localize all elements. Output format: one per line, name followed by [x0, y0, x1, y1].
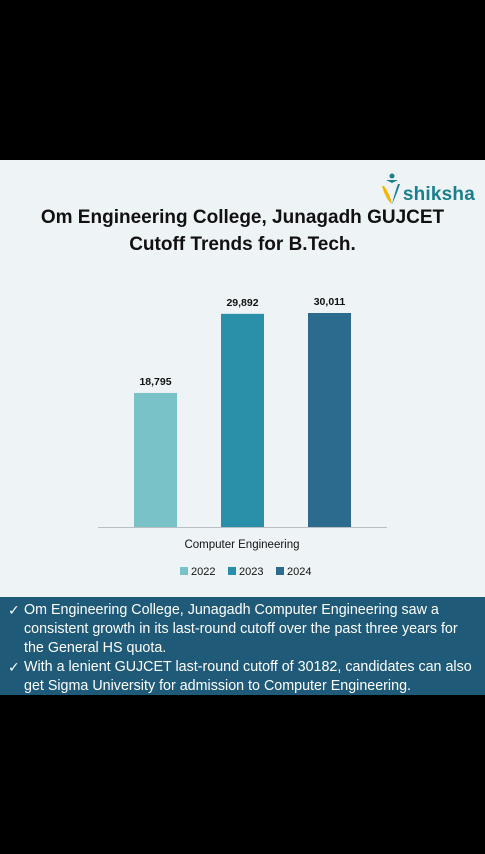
chart-title: Om Engineering College, Junagadh GUJCET …: [40, 207, 445, 255]
brand-name: shiksha: [402, 184, 475, 205]
data-label-2022: 18,795: [139, 376, 171, 388]
bar-2023: [221, 313, 264, 527]
data-label-2023: 29,892: [226, 297, 258, 309]
checkmark-icon: ✓: [8, 659, 20, 675]
bar-2024: [308, 313, 351, 527]
checkmark-icon: ✓: [8, 602, 20, 618]
insights-panel: ✓ Om Engineering College, Junagadh Compu…: [0, 597, 485, 695]
shiksha-logo: shiksha: [380, 168, 475, 206]
legend-label-2023: 2023: [239, 566, 263, 578]
insight-item: ✓ With a lenient GUJCET last-round cutof…: [8, 658, 475, 696]
insight-item: ✓ Om Engineering College, Junagadh Compu…: [8, 601, 475, 658]
data-label-2024: 30,011: [314, 296, 346, 308]
legend-swatch-2023: [228, 567, 236, 575]
category-label: Computer Engineering: [184, 539, 299, 551]
insight-text: Om Engineering College, Junagadh Compute…: [24, 602, 458, 656]
legend-swatch-2022: [180, 567, 188, 575]
legend-label-2022: 2022: [191, 566, 215, 578]
legend-swatch-2024: [276, 567, 284, 575]
legend-label-2024: 2024: [287, 566, 311, 578]
insight-text: With a lenient GUJCET last-round cutoff …: [24, 659, 472, 694]
graduate-icon: [381, 173, 400, 204]
bar-2022: [134, 392, 177, 527]
